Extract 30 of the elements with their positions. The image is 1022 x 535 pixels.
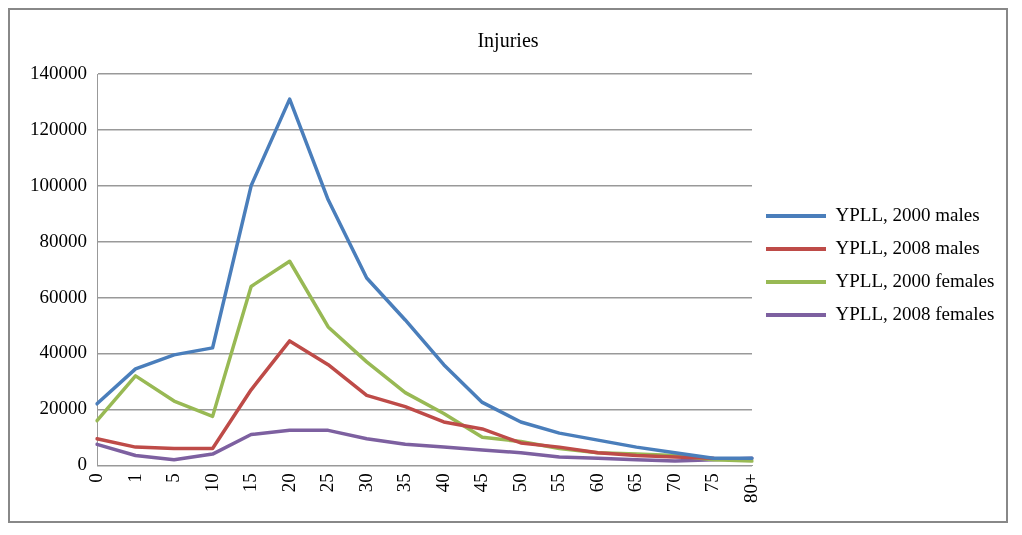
legend-label: YPLL, 2000 females <box>835 269 995 291</box>
x-tick-label: 5 <box>162 473 184 483</box>
x-tick-label: 30 <box>354 473 376 493</box>
legend-label: YPLL, 2008 males <box>835 236 980 258</box>
y-tick-label: 140000 <box>30 61 87 83</box>
chart-title: Injuries <box>477 29 539 53</box>
x-tick-label: 70 <box>662 473 684 493</box>
legend-label: YPLL, 2008 females <box>835 302 995 324</box>
x-tick-label: 75 <box>701 473 723 493</box>
x-tick-label: 0 <box>84 473 106 483</box>
x-tick-label: 50 <box>508 473 530 493</box>
y-tick-label: 120000 <box>30 117 87 139</box>
x-tick-label: 80+ <box>739 473 761 503</box>
x-tick-label: 1 <box>123 473 145 483</box>
y-tick-label: 100000 <box>30 173 87 195</box>
y-tick-label: 20000 <box>39 397 87 419</box>
y-tick-label: 80000 <box>39 229 87 251</box>
x-tick-label: 20 <box>277 473 299 493</box>
x-tick-label: 15 <box>239 473 261 493</box>
x-tick-label: 60 <box>585 473 607 493</box>
x-tick-label: 40 <box>431 473 453 493</box>
x-tick-label: 25 <box>316 473 338 493</box>
x-tick-label: 65 <box>624 473 646 493</box>
y-tick-label: 60000 <box>39 285 87 307</box>
x-tick-label: 55 <box>547 473 569 493</box>
x-tick-label: 10 <box>200 473 222 493</box>
x-tick-label: 35 <box>393 473 415 493</box>
y-tick-label: 40000 <box>39 341 87 363</box>
legend-label: YPLL, 2000 males <box>835 203 980 225</box>
x-tick-label: 45 <box>470 473 492 493</box>
